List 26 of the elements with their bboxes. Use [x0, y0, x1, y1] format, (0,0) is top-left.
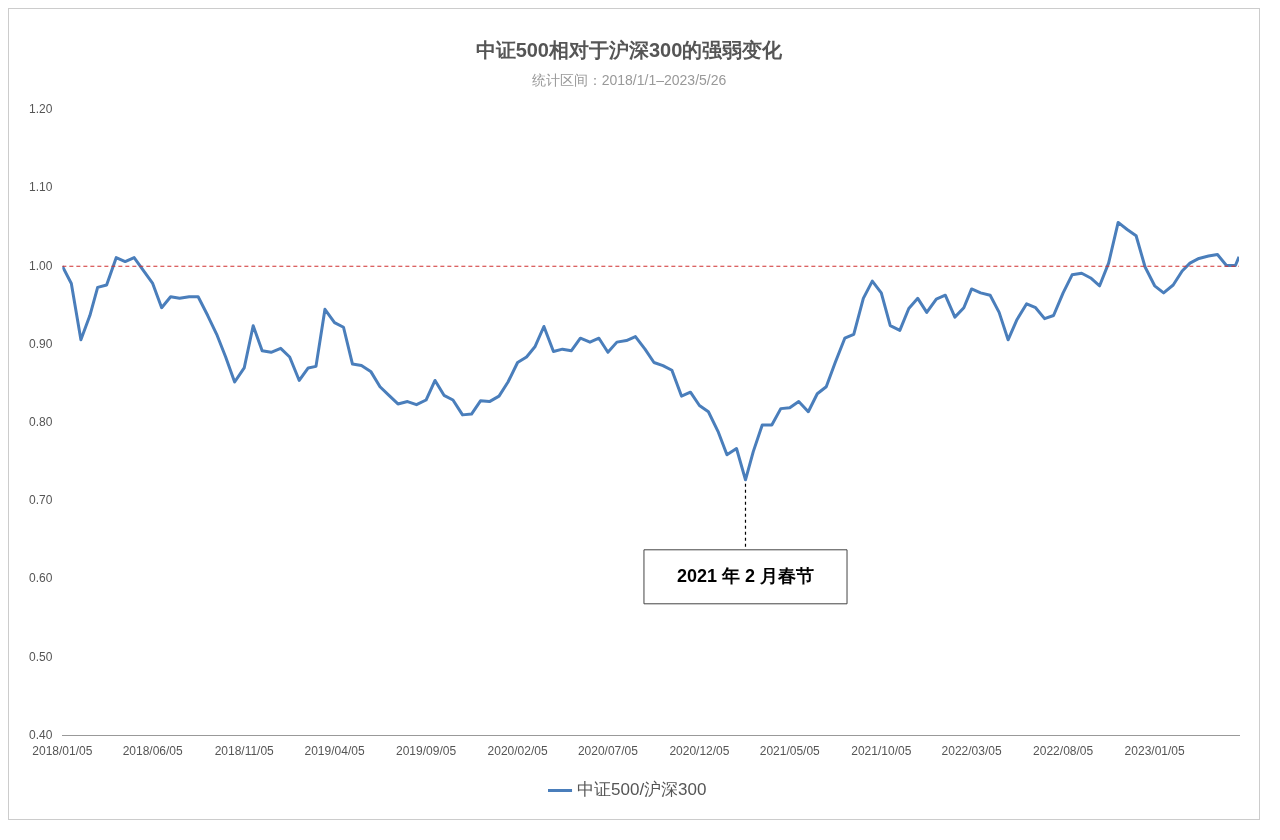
- y-tick-label: 1.10: [29, 180, 53, 195]
- x-tick-label: 2019/04/05: [304, 744, 365, 759]
- y-tick-label: 0.80: [29, 415, 53, 430]
- x-tick-label: 2020/02/05: [487, 744, 548, 759]
- y-tick-label: 0.90: [29, 336, 53, 351]
- chart-subtitle: 统计区间：2018/1/1–2023/5/26: [531, 72, 727, 89]
- x-tick-label: 2019/09/05: [396, 744, 457, 759]
- x-tick-label: 2021/05/05: [759, 744, 821, 759]
- y-tick-label: 1.00: [29, 258, 53, 273]
- x-tick-label: 2018/11/05: [214, 744, 275, 759]
- x-tick-label: 2018/06/05: [122, 744, 184, 759]
- x-tick-label: 2021/10/05: [851, 744, 912, 759]
- y-tick-label: 1.20: [29, 102, 53, 117]
- x-tick-label: 2023/01/05: [1124, 744, 1186, 759]
- x-tick-label: 2022/03/05: [941, 744, 1002, 759]
- y-tick-label: 0.60: [29, 571, 53, 586]
- y-tick-label: 0.70: [29, 493, 53, 508]
- x-tick-label: 2018/01/05: [32, 744, 93, 759]
- legend-label: 中证500/沪深300: [577, 780, 707, 800]
- y-tick-label: 0.50: [29, 649, 53, 664]
- x-tick-label: 2020/12/05: [669, 744, 730, 759]
- y-tick-label: 0.40: [29, 727, 53, 742]
- x-tick-label: 2022/08/05: [1033, 744, 1094, 759]
- annotation: 2021 年 2 月春节: [676, 565, 815, 586]
- x-tick-label: 2020/07/05: [577, 744, 639, 759]
- chart-title: 中证500相对于沪深300的强弱变化: [475, 38, 784, 61]
